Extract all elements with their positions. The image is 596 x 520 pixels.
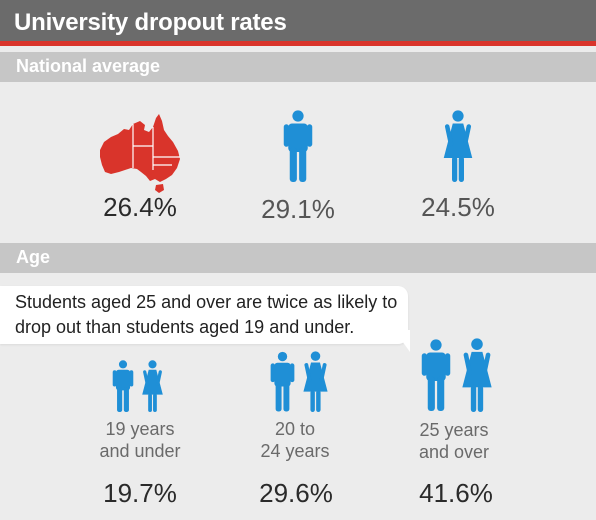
male-figure-icon-medium xyxy=(270,351,295,412)
female-figure-icon xyxy=(440,110,476,182)
section-national-average: National average xyxy=(0,52,596,82)
age-group-value: 41.6% xyxy=(419,478,493,508)
female-figure-icon-large xyxy=(458,338,496,412)
age-group-line2: 24 years xyxy=(260,441,330,461)
age-group-line1: 19 years xyxy=(105,419,175,439)
section-title-age: Age xyxy=(16,247,51,267)
section-title-national: National average xyxy=(16,56,161,76)
male-figure-icon-small xyxy=(112,360,134,412)
age-group-caption: 25 years and over xyxy=(379,419,529,463)
age-group-line1: 20 to xyxy=(274,419,316,439)
male-figure-icon-large xyxy=(421,338,451,412)
title-bar: University dropout rates xyxy=(0,0,596,46)
male-figure-icon xyxy=(283,110,313,182)
age-group-caption: 20 to 24 years xyxy=(220,418,370,462)
female-figure-icon-small xyxy=(140,360,165,412)
section-age: Age xyxy=(0,243,596,273)
female-figure-icon-medium xyxy=(300,351,331,412)
national-overall-value: 26.4% xyxy=(103,192,177,222)
bubble-tail xyxy=(394,330,410,352)
age-group-line2: and under xyxy=(99,441,181,461)
page-title: University dropout rates xyxy=(14,9,287,36)
age-group-line2: and over xyxy=(418,442,490,462)
age-group-value: 29.6% xyxy=(259,478,333,508)
female-value: 24.5% xyxy=(421,192,495,222)
age-group-line1: 25 years xyxy=(419,420,489,440)
age-note-text: Students aged 25 and over are twice as l… xyxy=(15,292,398,337)
male-value: 29.1% xyxy=(261,194,335,224)
age-group-caption: 19 years and under xyxy=(65,418,215,462)
note-bubble: Students aged 25 and over are twice as l… xyxy=(0,286,408,344)
australia-map-icon xyxy=(96,112,182,194)
age-group-value: 19.7% xyxy=(103,478,177,508)
